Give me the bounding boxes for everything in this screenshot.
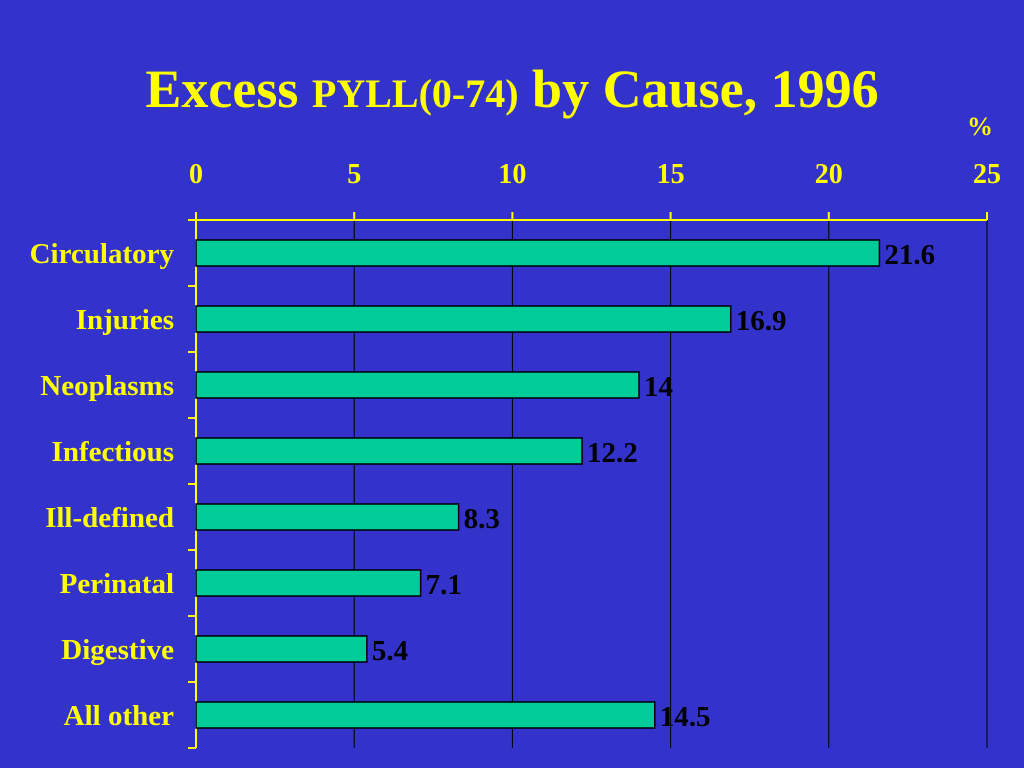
category-label-7: All other [64,700,174,732]
bar-7 [195,701,656,729]
value-label-4: 8.3 [464,503,500,535]
x-tick-label-4: 20 [815,159,843,190]
category-label-0: Circulatory [30,238,175,270]
category-label-3: Infectious [52,436,174,468]
chart-title: Excess PYLL(0-74) by Cause, 1996 [0,62,1024,116]
value-label-5: 7.1 [426,569,462,601]
category-label-2: Neoplasms [40,370,174,402]
value-label-0: 21.6 [884,239,935,271]
x-tick-label-3: 15 [657,159,685,190]
category-label-5: Perinatal [60,568,174,600]
value-label-2: 14 [644,371,673,403]
value-label-7: 14.5 [660,701,711,733]
title-part-1: Excess [145,59,312,119]
unit-label: % [967,112,993,141]
x-tick-label-1: 5 [347,159,361,190]
category-label-6: Digestive [61,634,174,666]
bar-1 [195,305,732,333]
x-tick-label-5: 25 [973,159,1001,190]
value-label-6: 5.4 [372,635,408,667]
bar-4 [195,503,460,531]
title-part-2: PYLL(0-74) [311,71,519,116]
category-label-1: Injuries [76,304,174,336]
category-label-4: Ill-defined [45,502,174,534]
bar-6 [195,635,368,663]
bar-3 [195,437,583,465]
value-label-3: 12.2 [587,437,638,469]
bar-0 [195,239,881,267]
title-part-3: by Cause, 1996 [518,59,879,119]
bar-2 [195,371,640,399]
bar-5 [195,569,422,597]
x-tick-label-0: 0 [189,159,203,190]
value-label-1: 16.9 [736,305,787,337]
x-tick-label-2: 10 [498,159,526,190]
